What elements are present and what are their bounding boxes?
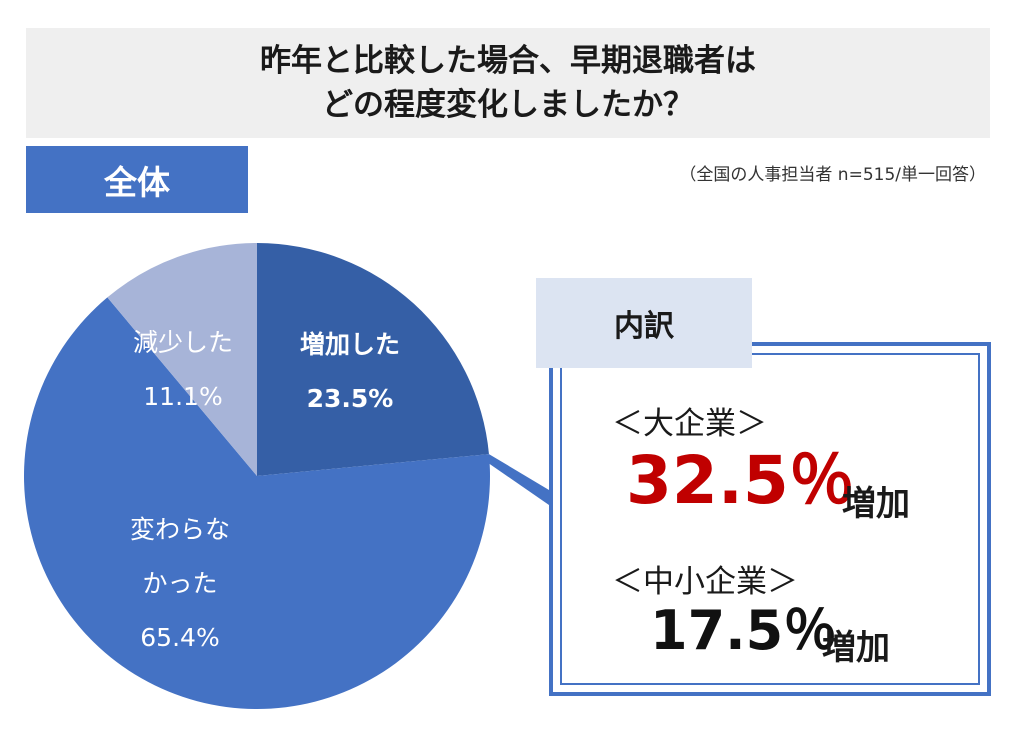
slice-label-unchanged: 変わらな かった 65.4% — [100, 503, 260, 665]
chart-title: 昨年と比較した場合、早期退職者は どの程度変化しましたか？ — [26, 28, 990, 138]
slice-label-decrease-value: 11.1% — [143, 382, 223, 411]
sme-value: 17.5％ — [650, 599, 838, 662]
breakdown-inner-frame — [560, 353, 980, 685]
pie-slice-increase — [257, 243, 489, 476]
slice-label-increase-value: 23.5% — [306, 384, 394, 413]
title-line-2: どの程度変化しましたか？ — [322, 87, 694, 123]
callout-connector — [486, 454, 549, 505]
large-company-value: 32.5％ — [626, 442, 855, 519]
pie-slice-unchanged — [23, 297, 490, 709]
slice-label-unchanged-name-2: かった — [142, 569, 218, 598]
scope-badge: 全体 — [26, 146, 248, 213]
title-line-1: 昨年と比較した場合、早期退職者は — [260, 43, 756, 79]
slice-label-increase-name: 増加した — [299, 330, 400, 359]
slice-label-unchanged-name-1: 変わらな — [129, 515, 230, 544]
slice-label-increase: 増加した 23.5% — [270, 318, 430, 426]
pie-slice-decrease — [107, 243, 257, 476]
slice-label-decrease: 減少した 11.1% — [108, 316, 258, 424]
sme-label: ＜中小企業＞ — [612, 564, 798, 600]
sample-note: （全国の人事担当者 n=515/単一回答） — [679, 165, 986, 185]
large-company-label: ＜大企業＞ — [612, 406, 767, 442]
breakdown-box — [549, 342, 991, 696]
large-company-suffix: 増加 — [842, 484, 910, 524]
breakdown-header: 内訳 — [536, 278, 752, 368]
slice-label-unchanged-value: 65.4% — [140, 623, 220, 652]
sme-suffix: 増加 — [822, 628, 890, 668]
slice-label-decrease-name: 減少した — [132, 328, 233, 357]
